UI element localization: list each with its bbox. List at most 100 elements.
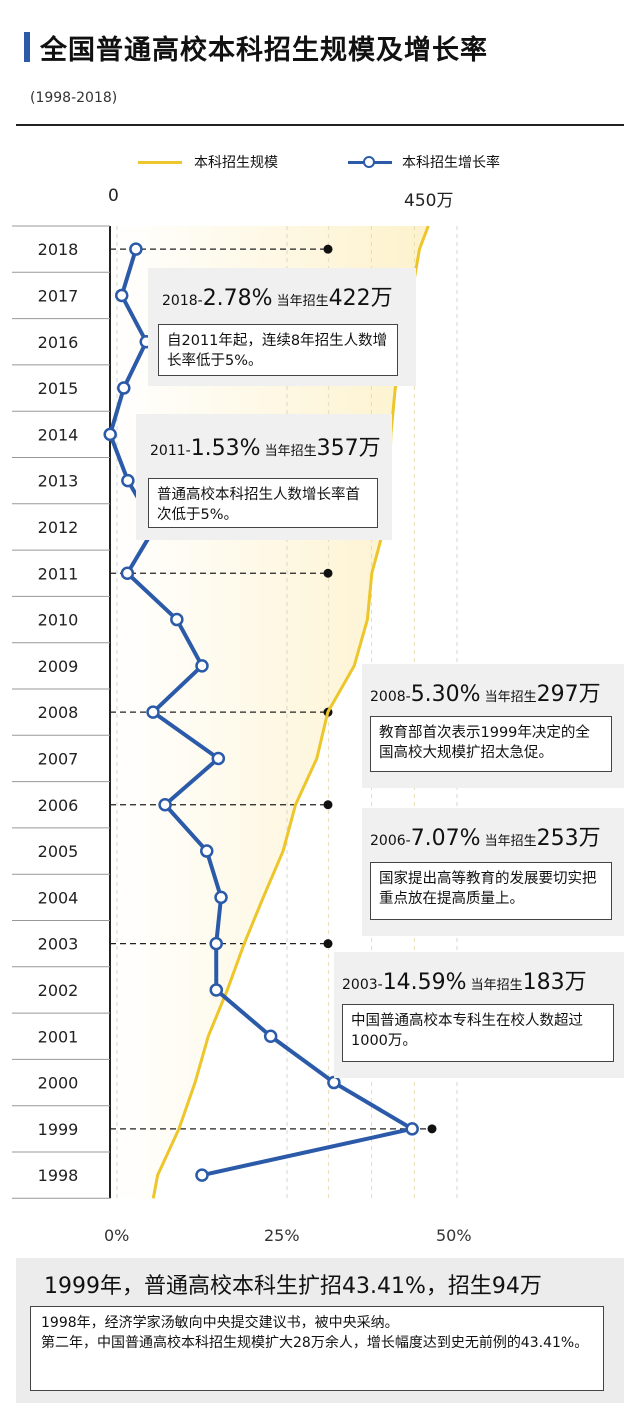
annotation-2018-text: 自2011年起，连续8年招生人数增长率低于5%。 bbox=[158, 324, 398, 376]
annotation-rate: 7.07% bbox=[410, 826, 481, 851]
year-label: 2005 bbox=[38, 842, 79, 861]
annotation-2018: 2018-2.78% 当年招生422万 自2011年起，连续8年招生人数增长率低于… bbox=[148, 268, 416, 386]
legend-scale-label: 本科招生规模 bbox=[194, 155, 278, 171]
year-label: 1998 bbox=[38, 1166, 79, 1185]
legend-rate-swatch bbox=[348, 155, 392, 168]
growth-rate-point-2009 bbox=[195, 659, 209, 673]
growth-rate-point-2018 bbox=[129, 242, 143, 256]
growth-rate-point-2002 bbox=[209, 983, 224, 997]
annotation-rate: 1.53% bbox=[190, 436, 261, 461]
growth-rate-point-2011 bbox=[120, 566, 135, 580]
year-label: 2007 bbox=[38, 749, 79, 768]
annotation-rate: 5.30% bbox=[410, 682, 481, 707]
growth-rate-point-1999 bbox=[405, 1122, 419, 1136]
annotation-year: 2006- bbox=[370, 833, 411, 849]
page-title: 全国普通高校本科招生规模及增长率 bbox=[40, 35, 488, 66]
annotation-year: 2003- bbox=[342, 977, 383, 993]
legend-scale-swatch bbox=[138, 160, 182, 164]
year-label: 2001 bbox=[38, 1027, 79, 1046]
annotation-rate: 14.59% bbox=[382, 970, 467, 995]
leader-dot bbox=[323, 800, 333, 810]
year-label: 2015 bbox=[38, 379, 79, 398]
title-accent-bar bbox=[24, 32, 30, 62]
year-label: 2010 bbox=[38, 611, 79, 630]
year-label: 2000 bbox=[38, 1074, 79, 1093]
annotation-enrollment: 297万 bbox=[536, 682, 601, 707]
year-label: 2014 bbox=[38, 425, 79, 444]
top-axis-tick-0: 0 bbox=[108, 186, 119, 206]
growth-rate-point-1998 bbox=[195, 1168, 209, 1182]
annotation-2008-head: 2008-5.30% 当年招生297万 bbox=[370, 676, 601, 708]
header-divider bbox=[16, 124, 624, 126]
legend-rate: 本科招生增长率 bbox=[348, 152, 500, 172]
annotation-2003-text: 中国普通高校本专科生在校人数超过1000万。 bbox=[342, 1004, 614, 1062]
annotation-2011-head: 2011-1.53% 当年招生357万 bbox=[150, 430, 381, 462]
year-label: 2002 bbox=[38, 981, 79, 1000]
summary-panel: 1999年，普通高校本科生扩招43.41%，招生94万 1998年，经济学家汤敏… bbox=[16, 1258, 624, 1403]
leader-dot bbox=[323, 568, 333, 578]
top-axis-tick-450: 450万 bbox=[404, 191, 454, 211]
year-label: 2013 bbox=[38, 472, 79, 491]
year-label: 2012 bbox=[38, 518, 79, 537]
growth-rate-point-2003 bbox=[209, 936, 223, 951]
annotation-enrollment: 253万 bbox=[536, 826, 601, 851]
summary-line-2: 第二年，中国普通高校本科招生规模扩大28万余人，增长幅度达到史无前例的43.41… bbox=[41, 1335, 589, 1351]
bottom-axis-tick-50: 50% bbox=[436, 1226, 472, 1245]
annotation-2006-text: 国家提出高等教育的发展要切实把重点放在提高质量上。 bbox=[370, 862, 612, 920]
annotation-2018-head: 2018-2.78% 当年招生422万 bbox=[162, 280, 393, 312]
leader-dot bbox=[323, 939, 333, 949]
annotation-2008: 2008-5.30% 当年招生297万 教育部首次表示1999年决定的全国高校大规… bbox=[362, 664, 624, 788]
leader-dot bbox=[323, 244, 333, 254]
annotation-enrollment: 422万 bbox=[328, 286, 393, 311]
annotation-2011-text: 普通高校本科招生人数增长率首次低于5%。 bbox=[148, 478, 378, 528]
annotation-2008-text: 教育部首次表示1999年决定的全国高校大规模扩招太急促。 bbox=[370, 716, 612, 772]
growth-rate-point-2008 bbox=[146, 705, 160, 719]
summary-title: 1999年，普通高校本科生扩招43.41%，招生94万 bbox=[44, 1274, 542, 1299]
legend-scale: 本科招生规模 bbox=[138, 152, 278, 172]
page-subtitle: (1998-2018) bbox=[30, 90, 118, 106]
bottom-axis-tick-25: 25% bbox=[264, 1226, 300, 1245]
annotation-year: 2011- bbox=[150, 443, 191, 459]
legend-rate-label: 本科招生增长率 bbox=[402, 155, 500, 171]
annotation-label: 当年招生 bbox=[470, 978, 523, 993]
growth-rate-point-2015 bbox=[117, 381, 131, 395]
year-label: 2017 bbox=[38, 286, 79, 305]
year-label: 2018 bbox=[38, 240, 79, 259]
annotation-year: 2018- bbox=[162, 293, 203, 309]
growth-rate-point-2005 bbox=[200, 844, 214, 858]
growth-rate-point-2007 bbox=[211, 751, 226, 766]
growth-rate-point-2000 bbox=[327, 1075, 341, 1090]
annotation-label: 当年招生 bbox=[276, 294, 329, 309]
bottom-axis-tick-0: 0% bbox=[104, 1226, 130, 1245]
annotation-2006-head: 2006-7.07% 当年招生253万 bbox=[370, 820, 601, 852]
annotation-enrollment: 183万 bbox=[522, 970, 587, 995]
annotation-2006: 2006-7.07% 当年招生253万 国家提出高等教育的发展要切实把重点放在提高… bbox=[362, 808, 624, 936]
year-label: 2008 bbox=[38, 703, 79, 722]
growth-rate-point-2014 bbox=[103, 427, 117, 442]
year-label: 2004 bbox=[38, 888, 79, 907]
year-label: 2003 bbox=[38, 935, 79, 954]
year-label: 2006 bbox=[38, 796, 79, 815]
growth-rate-point-2006 bbox=[158, 798, 172, 812]
growth-rate-point-2017 bbox=[115, 288, 129, 303]
annotation-rate: 2.78% bbox=[202, 286, 273, 311]
year-label: 1999 bbox=[38, 1120, 79, 1139]
leader-dot bbox=[427, 1124, 437, 1134]
annotation-year: 2008- bbox=[370, 689, 411, 705]
growth-rate-point-2013 bbox=[121, 473, 135, 488]
growth-rate-point-2010 bbox=[170, 612, 184, 627]
year-label: 2011 bbox=[38, 564, 79, 583]
summary-line-1: 1998年，经济学家汤敏向中央提交建议书，被中央采纳。 bbox=[41, 1315, 399, 1331]
annotation-2003-head: 2003-14.59% 当年招生183万 bbox=[342, 964, 587, 996]
year-label: 2016 bbox=[38, 333, 79, 352]
annotation-2011: 2011-1.53% 当年招生357万 普通高校本科招生人数增长率首次低于5%。 bbox=[136, 414, 392, 540]
annotation-label: 当年招生 bbox=[484, 690, 537, 705]
growth-rate-point-2004 bbox=[214, 890, 228, 905]
annotation-label: 当年招生 bbox=[484, 834, 537, 849]
summary-text: 1998年，经济学家汤敏向中央提交建议书，被中央采纳。 第二年，中国普通高校本科… bbox=[30, 1306, 604, 1391]
annotation-2003: 2003-14.59% 当年招生183万 中国普通高校本专科生在校人数超过1000… bbox=[334, 952, 624, 1078]
year-label: 2009 bbox=[38, 657, 79, 676]
annotation-label: 当年招生 bbox=[264, 444, 317, 459]
annotation-enrollment: 357万 bbox=[316, 436, 381, 461]
growth-rate-point-2001 bbox=[263, 1029, 278, 1043]
